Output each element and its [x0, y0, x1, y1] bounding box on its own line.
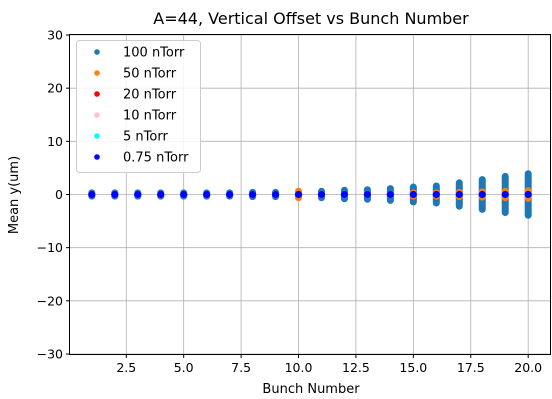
data-point: [226, 190, 234, 199]
x-axis-label: Bunch Number: [262, 382, 360, 397]
data-point: [478, 190, 486, 199]
x-tick-label: 7.5: [231, 360, 251, 375]
legend-marker: [94, 133, 100, 139]
data-point: [432, 190, 440, 199]
x-tick-label: 20.0: [514, 360, 542, 375]
legend-marker: [94, 49, 100, 55]
y-tick-label: −10: [37, 240, 63, 255]
data-layer: [88, 170, 532, 219]
data-point: [455, 190, 463, 199]
data-point: [157, 190, 165, 199]
data-point: [271, 190, 280, 199]
legend-marker: [94, 91, 100, 97]
data-point: [524, 190, 532, 199]
legend-label: 0.75 nTorr: [123, 151, 189, 166]
data-point: [340, 190, 349, 199]
legend-marker: [94, 112, 100, 118]
y-tick-label: 20: [47, 81, 63, 96]
legend-label: 20 nTorr: [123, 88, 177, 103]
legend-label: 5 nTorr: [123, 130, 168, 145]
y-tick-label: 0: [55, 187, 63, 202]
data-point: [363, 190, 372, 199]
data-point: [501, 190, 509, 199]
x-tick-label: 12.5: [342, 360, 370, 375]
legend-marker: [94, 154, 100, 160]
x-tick-label: 10.0: [285, 360, 313, 375]
x-tick-label: 2.5: [116, 360, 136, 375]
data-point: [88, 190, 96, 199]
data-point: [134, 190, 142, 199]
data-point: [203, 190, 211, 199]
series-points: [88, 190, 532, 199]
chart-title: A=44, Vertical Offset vs Bunch Number: [153, 9, 469, 28]
x-tick-label: 5.0: [174, 360, 194, 375]
data-point: [180, 190, 188, 199]
y-tick-label: −30: [37, 347, 63, 362]
legend-label: 10 nTorr: [123, 109, 177, 124]
legend-label: 100 nTorr: [123, 46, 185, 61]
x-tick-label: 17.5: [457, 360, 485, 375]
data-point: [317, 190, 326, 199]
legend-marker: [94, 70, 100, 76]
x-tick-label: 15.0: [399, 360, 427, 375]
legend-box: [76, 40, 201, 173]
data-point: [409, 190, 417, 199]
legend: 100 nTorr 50 nTorr 20 nTorr 10 nTorr 5 nTorr…: [76, 40, 201, 173]
data-point: [248, 190, 257, 199]
y-tick-label: 10: [47, 134, 63, 149]
data-point: [294, 190, 303, 199]
data-point: [386, 190, 394, 199]
data-point: [111, 190, 119, 199]
y-tick-label: −20: [37, 293, 63, 308]
y-axis-label: Mean y(um): [7, 156, 22, 234]
y-tick-label: 30: [47, 28, 63, 43]
axis-layer: 2.5 5.0 7.5 10.0 12.5 15.0 17.5 20.0−30−20−1001…: [37, 28, 543, 376]
legend-label: 50 nTorr: [123, 67, 177, 82]
